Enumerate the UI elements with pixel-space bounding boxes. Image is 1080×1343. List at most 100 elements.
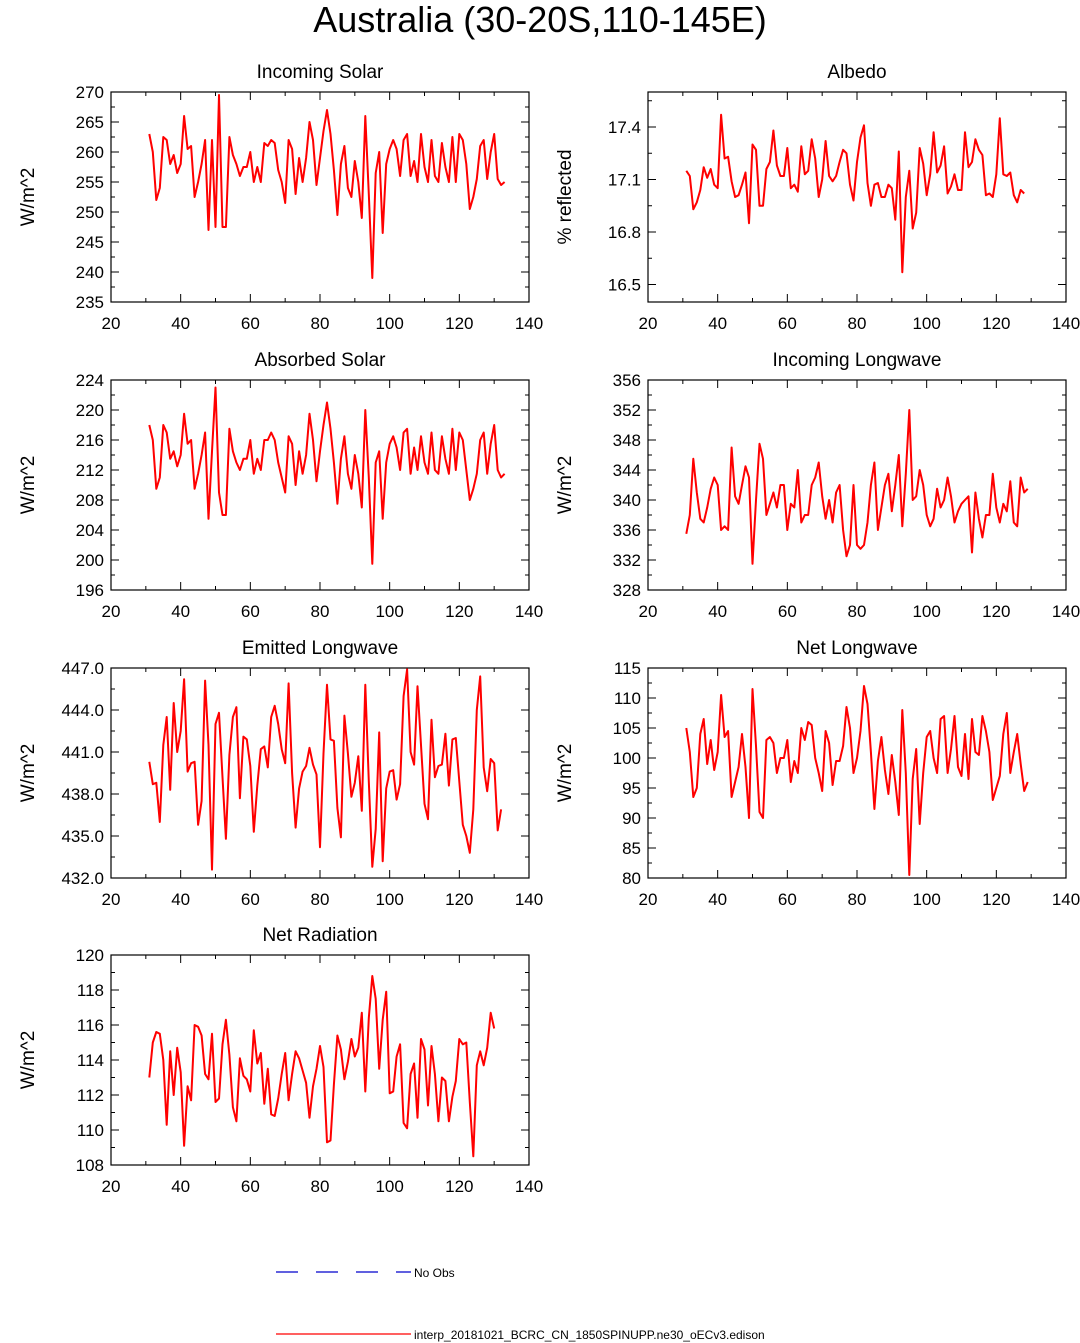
- absorbed-solar-x-tick-label: 80: [311, 602, 330, 621]
- emitted-longwave-panel: Emitted Longwave W/m^2 20 40 60 80 100 120 140 43…: [18, 638, 543, 909]
- incoming-solar-y-tick-label: 235: [76, 293, 104, 312]
- net-radiation-series-line: [148, 975, 496, 1158]
- absorbed-solar-y-tick-label: 220: [76, 401, 104, 420]
- net-radiation-panel: Net Radiation W/m^2 20 40 60 80 100 120 140 108 11…: [18, 925, 543, 1196]
- net-longwave-y-tick-label: 95: [622, 779, 641, 798]
- emitted-longwave-y-tick-label: 444.0: [61, 701, 104, 720]
- net-radiation-x-tick-label: 140: [515, 1177, 543, 1196]
- net-radiation-y-axis-label: W/m^2: [18, 1031, 39, 1090]
- net-radiation-y-tick-label: 110: [77, 1121, 104, 1140]
- albedo-y-axis-label: % reflected: [555, 149, 576, 244]
- net-longwave-x-tick-label: 80: [848, 890, 867, 909]
- net-radiation-y-tick-label: 108: [76, 1156, 104, 1175]
- albedo-y-tick-label: 17.4: [608, 118, 641, 137]
- net-longwave-y-tick-label: 105: [613, 719, 641, 738]
- incoming-longwave-x-tick-label: 20: [639, 602, 658, 621]
- incoming-solar-x-tick-label: 40: [171, 314, 190, 333]
- absorbed-solar-y-tick-label: 200: [76, 551, 104, 570]
- net-longwave-x-tick-label: 20: [639, 890, 658, 909]
- incoming-solar-y-tick-label: 260: [76, 143, 104, 162]
- net-longwave-x-tick-label: 140: [1052, 890, 1080, 909]
- incoming-solar-series-line: [148, 94, 506, 279]
- net-longwave-plot-frame: [647, 667, 1067, 879]
- net-radiation-y-tick-label: 120: [76, 946, 104, 965]
- albedo-y-tick-label: 17.1: [608, 171, 641, 190]
- incoming-solar-panel-title: Incoming Solar: [257, 62, 384, 83]
- incoming-longwave-y-tick-label: 344: [613, 461, 641, 480]
- incoming-longwave-y-tick-label: 340: [613, 491, 641, 510]
- absorbed-solar-y-tick-label: 212: [76, 461, 104, 480]
- absorbed-solar-x-tick-label: 140: [515, 602, 543, 621]
- absorbed-solar-x-tick-label: 100: [375, 602, 403, 621]
- incoming-solar-y-tick-label: 250: [76, 203, 104, 222]
- incoming-longwave-y-tick-label: 352: [613, 401, 641, 420]
- incoming-solar-y-tick-label: 245: [76, 233, 104, 252]
- albedo-series-line: [685, 113, 1025, 274]
- net-longwave-x-tick-label: 40: [708, 890, 727, 909]
- net-longwave-y-tick-label: 85: [622, 839, 641, 858]
- absorbed-solar-series-line: [148, 386, 506, 565]
- emitted-longwave-x-tick-label: 120: [445, 890, 473, 909]
- incoming-longwave-x-tick-label: 80: [848, 602, 867, 621]
- incoming-longwave-y-tick-label: 356: [613, 371, 641, 390]
- incoming-solar-x-tick-label: 100: [375, 314, 403, 333]
- incoming-longwave-series-line: [685, 409, 1029, 565]
- incoming-solar-y-tick-label: 240: [76, 263, 104, 282]
- albedo-x-tick-label: 120: [982, 314, 1010, 333]
- incoming-longwave-y-tick-label: 332: [613, 551, 641, 570]
- emitted-longwave-x-tick-label: 20: [102, 890, 121, 909]
- emitted-longwave-y-tick-label: 447.0: [61, 659, 104, 678]
- net-radiation-x-tick-label: 100: [375, 1177, 403, 1196]
- albedo-y-tick-label: 16.8: [608, 223, 641, 242]
- net-radiation-y-tick-label: 116: [77, 1016, 104, 1035]
- albedo-plot-frame: [647, 91, 1067, 303]
- absorbed-solar-panel-title: Absorbed Solar: [255, 350, 387, 371]
- incoming-solar-y-tick-label: 270: [76, 83, 104, 102]
- albedo-y-tick-label: 16.5: [608, 276, 641, 295]
- incoming-longwave-panel-title: Incoming Longwave: [773, 350, 942, 371]
- net-longwave-y-tick-label: 80: [622, 869, 641, 888]
- emitted-longwave-panel-title: Emitted Longwave: [242, 638, 398, 659]
- absorbed-solar-y-tick-label: 216: [76, 431, 104, 450]
- net-radiation-x-tick-label: 20: [102, 1177, 121, 1196]
- incoming-solar-x-tick-label: 60: [241, 314, 260, 333]
- net-radiation-y-tick-label: 112: [77, 1086, 104, 1105]
- incoming-longwave-y-tick-label: 336: [613, 521, 641, 540]
- incoming-longwave-y-tick-label: 328: [613, 581, 641, 600]
- net-longwave-x-tick-label: 120: [982, 890, 1010, 909]
- incoming-solar-y-tick-label: 265: [76, 113, 104, 132]
- incoming-longwave-panel: Incoming Longwave W/m^2 20 40 60 80 100 120 140 3…: [555, 350, 1080, 621]
- absorbed-solar-x-tick-label: 60: [241, 602, 260, 621]
- absorbed-solar-plot-frame: [110, 379, 530, 591]
- absorbed-solar-x-tick-label: 40: [171, 602, 190, 621]
- albedo-panel-title: Albedo: [827, 62, 886, 83]
- net-radiation-x-tick-label: 40: [171, 1177, 190, 1196]
- absorbed-solar-y-tick-label: 204: [76, 521, 104, 540]
- incoming-longwave-x-tick-label: 140: [1052, 602, 1080, 621]
- emitted-longwave-x-tick-label: 140: [515, 890, 543, 909]
- incoming-longwave-x-tick-label: 100: [912, 602, 940, 621]
- absorbed-solar-y-tick-label: 208: [76, 491, 104, 510]
- incoming-solar-x-tick-label: 140: [515, 314, 543, 333]
- emitted-longwave-series-line: [148, 668, 503, 871]
- incoming-solar-x-tick-label: 20: [102, 314, 121, 333]
- net-radiation-x-tick-label: 120: [445, 1177, 473, 1196]
- incoming-longwave-y-axis-label: W/m^2: [555, 456, 576, 515]
- net-radiation-plot-frame: [110, 954, 530, 1166]
- net-longwave-series-line: [685, 685, 1029, 876]
- net-radiation-x-tick-label: 60: [241, 1177, 260, 1196]
- incoming-longwave-x-tick-label: 60: [778, 602, 797, 621]
- emitted-longwave-x-tick-label: 100: [375, 890, 403, 909]
- absorbed-solar-x-tick-label: 120: [445, 602, 473, 621]
- emitted-longwave-y-tick-label: 441.0: [61, 743, 104, 762]
- net-longwave-y-tick-label: 100: [613, 749, 641, 768]
- net-longwave-panel: Net Longwave W/m^2 20 40 60 80 100 120 140 80 85 90…: [555, 638, 1080, 909]
- net-radiation-y-tick-label: 118: [77, 981, 104, 1000]
- incoming-solar-x-tick-label: 80: [311, 314, 330, 333]
- albedo-x-tick-label: 60: [778, 314, 797, 333]
- emitted-longwave-x-tick-label: 60: [241, 890, 260, 909]
- albedo-x-tick-label: 140: [1052, 314, 1080, 333]
- net-longwave-y-tick-label: 90: [622, 809, 641, 828]
